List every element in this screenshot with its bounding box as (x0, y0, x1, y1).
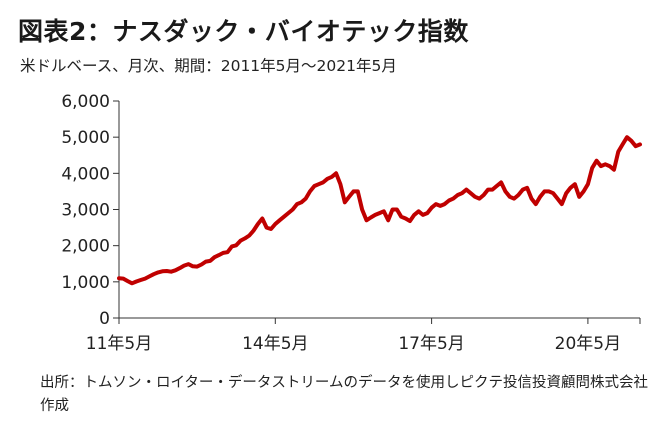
x-tick-label: 14年5月 (242, 334, 308, 354)
x-tick-label: 17年5月 (398, 334, 464, 354)
chart-title: 図表2：ナスダック・バイオテック指数 (18, 17, 469, 46)
y-tick-label: 4,000 (61, 164, 110, 184)
y-tick-label: 1,000 (61, 273, 110, 293)
y-tick-label: 0 (99, 309, 110, 329)
y-tick-label: 5,000 (61, 128, 110, 148)
x-axis: 11年5月 14年5月 17年5月 20年5月 (86, 317, 641, 354)
x-tick-label: 11年5月 (86, 334, 152, 354)
y-axis: 0 1,000 2,000 3,000 4,000 5,000 6,000 (61, 92, 120, 329)
y-tick-label: 6,000 (61, 92, 110, 112)
y-tick-label: 2,000 (61, 237, 110, 257)
line-chart: 0 1,000 2,000 3,000 4,000 5,000 6,000 11年5月 14年… (61, 92, 642, 354)
source-note: 出所：トムソン・ロイター・データストリームのデータを使用しピクテ投信投資顧問株式… (40, 375, 648, 414)
y-tick-label: 3,000 (61, 201, 110, 221)
series-group (117, 135, 642, 286)
chart-subtitle: 米ドルベース、月次、期間：2011年5月～2021年5月 (20, 57, 397, 75)
x-tick-label: 20年5月 (555, 334, 621, 354)
series-line (117, 135, 642, 286)
